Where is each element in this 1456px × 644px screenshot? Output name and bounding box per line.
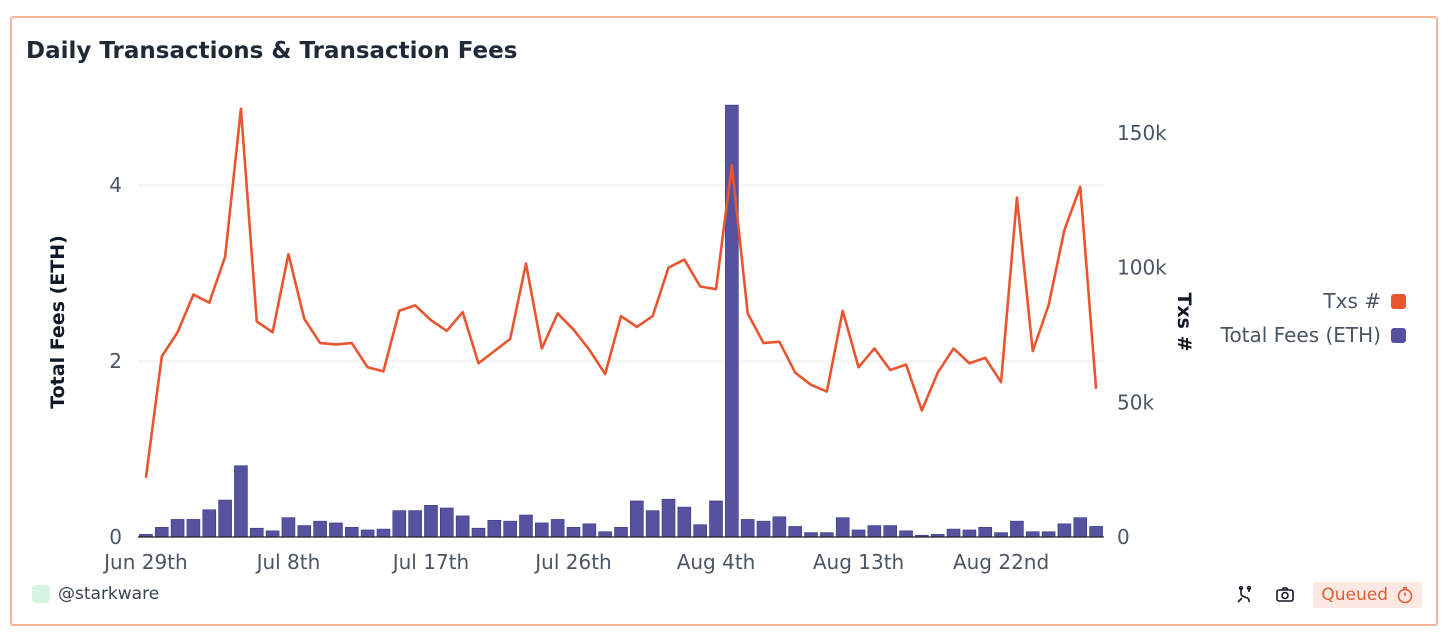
fees-bar <box>376 528 391 538</box>
legend-label-fees: Total Fees (ETH) <box>1220 323 1381 347</box>
avatar <box>32 585 50 603</box>
fees-bar <box>630 500 644 538</box>
fees-bar <box>962 529 977 538</box>
fees-bar <box>440 507 454 538</box>
y-right-tick-label: 150k <box>1117 121 1167 145</box>
x-tick-label: Aug 13th <box>813 550 904 574</box>
fees-bar <box>661 498 676 538</box>
x-tick-label: Jul 8th <box>255 550 321 574</box>
fees-bar <box>329 522 343 538</box>
fees-bar <box>186 519 201 538</box>
fees-bar <box>1025 531 1040 538</box>
x-tick-label: Jun 29th <box>102 550 188 574</box>
fees-bar <box>693 524 707 538</box>
fees-bar <box>1073 517 1088 538</box>
fees-bar <box>202 509 217 538</box>
fees-bar <box>709 500 723 538</box>
fees-bar <box>740 519 755 538</box>
fees-bar <box>946 528 961 538</box>
fees-bar <box>297 525 312 538</box>
fees-bar <box>614 527 628 538</box>
fees-bar <box>677 506 692 538</box>
timer-icon <box>1397 587 1413 604</box>
fees-bar <box>851 529 866 538</box>
fork-icon[interactable] <box>1233 583 1257 607</box>
fees-bar <box>487 519 502 538</box>
fees-bar <box>408 510 422 538</box>
x-tick-label: Jul 17th <box>391 550 469 574</box>
y-right-axis-title: Txs # <box>1173 292 1195 351</box>
fees-bar <box>899 530 913 538</box>
fees-bar <box>1041 531 1056 538</box>
txs-line-group <box>144 107 1098 478</box>
fees-bar <box>535 522 549 538</box>
fees-bar <box>867 525 882 538</box>
txs-line <box>144 107 1098 478</box>
y-left-tick-label: 4 <box>109 173 122 197</box>
fees-bar <box>756 520 771 538</box>
fees-bar <box>154 527 169 538</box>
fees-bar <box>883 525 898 538</box>
y-left-tick-label: 2 <box>109 349 122 373</box>
legend: Txs # Total Fees (ETH) <box>1221 284 1406 352</box>
author-link[interactable]: @starkware <box>32 584 159 604</box>
fees-bar <box>265 530 280 538</box>
x-tick-label: Aug 4th <box>677 550 756 574</box>
fees-bar <box>566 527 581 538</box>
fees-bar <box>503 520 517 538</box>
author-name: @starkware <box>58 584 160 604</box>
fees-bar <box>313 520 327 538</box>
fees-bar <box>360 529 375 538</box>
status-label: Queued <box>1321 585 1388 605</box>
x-tick-label: Aug 22nd <box>953 550 1049 574</box>
y-right-tick-label: 50k <box>1117 390 1154 414</box>
fees-bar <box>804 532 818 538</box>
fees-bar <box>424 505 438 538</box>
y-right-tick-label: 100k <box>1117 256 1167 280</box>
x-tick-label: Jul 26th <box>533 550 611 574</box>
chart-card: Daily Transactions & Transaction Fees Tx… <box>10 16 1438 626</box>
fees-bar <box>788 526 802 538</box>
fees-bar <box>1089 526 1103 538</box>
fees-bar <box>1057 523 1072 538</box>
chart-title: Daily Transactions & Transaction Fees <box>26 38 518 64</box>
fees-bar <box>392 510 407 538</box>
y-right-tick-label: 0 <box>1117 525 1130 549</box>
fees-bar <box>582 523 597 538</box>
fees-bar <box>249 527 264 538</box>
status-badge[interactable]: Queued <box>1313 582 1422 608</box>
axes: 0 2 4 0 50k 100k 150k Jun 29th Jul 8th Jul 17th Ju… <box>47 121 1195 574</box>
fees-bar <box>645 510 660 538</box>
fees-bar <box>994 532 1008 538</box>
camera-icon[interactable] <box>1273 583 1297 607</box>
legend-swatch-txs <box>1391 293 1406 309</box>
fees-bar <box>218 499 232 538</box>
legend-swatch-fees <box>1391 327 1406 343</box>
fees-bar <box>170 519 185 538</box>
fees-bar <box>471 527 486 538</box>
chart-actions: Queued <box>1233 582 1422 608</box>
fees-bar <box>772 516 787 538</box>
y-left-tick-label: 0 <box>109 525 122 549</box>
legend-item-txs[interactable]: Txs # <box>1221 284 1406 318</box>
fees-bar <box>550 519 565 538</box>
legend-item-fees[interactable]: Total Fees (ETH) <box>1221 318 1406 352</box>
fees-bar <box>281 517 296 538</box>
fees-bars <box>139 104 1103 538</box>
grid-lines <box>138 184 1104 362</box>
fees-bar <box>835 517 850 538</box>
fees-bar <box>598 531 612 538</box>
y-left-axis-title: Total Fees (ETH) <box>47 235 69 409</box>
fees-bar <box>519 514 533 538</box>
fees-bar <box>234 465 248 538</box>
legend-label-txs: Txs # <box>1323 289 1381 313</box>
fees-bar <box>1010 520 1024 538</box>
fees-bar <box>978 527 993 538</box>
fees-bar <box>455 515 470 538</box>
fees-bar <box>344 527 359 538</box>
fees-bar <box>820 532 834 538</box>
